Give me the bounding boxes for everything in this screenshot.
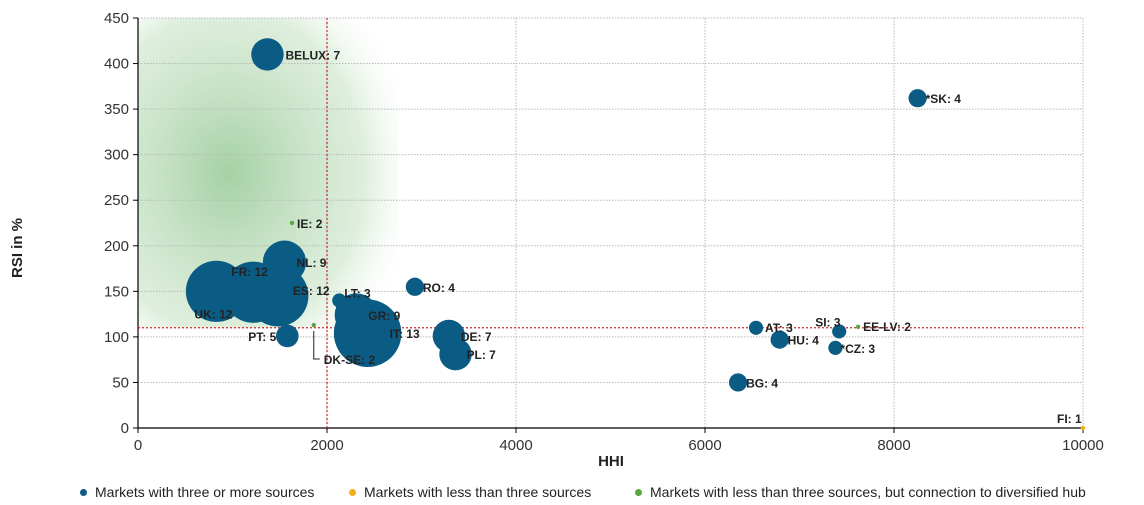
data-point [311, 322, 316, 328]
data-point [275, 324, 299, 348]
data-point [251, 38, 284, 71]
data-point [333, 299, 402, 367]
y-tick-label: 250 [104, 192, 129, 209]
data-point [185, 260, 248, 322]
point-label: RO: 4 [423, 281, 455, 295]
point-label: DE: 7 [461, 330, 492, 344]
point-label: GR: 9 [368, 309, 400, 323]
point-label: IT: 13 [390, 327, 420, 341]
legend-item-three-or-more: Markets with three or more sources [80, 484, 314, 500]
legend-item-less-than-three: Markets with less than three sources [349, 484, 591, 500]
data-point [289, 220, 295, 226]
legend-label: Markets with less than three sources, bu… [650, 484, 1086, 500]
y-tick-label: 50 [112, 374, 129, 391]
point-label: LT: 3 [344, 286, 371, 300]
point-label: PL: 7 [467, 348, 497, 362]
x-tick-label: 0 [134, 437, 142, 454]
y-tick-label: 300 [104, 147, 129, 164]
point-labels-layer: BELUX: 7 *SK: 4 IE: 2 NL: 9 FR: 12 ES: 12 UK: … [194, 48, 1082, 426]
y-tick-label: 450 [104, 10, 129, 27]
y-tick-label: 0 [121, 420, 129, 437]
threshold-lines-layer [138, 18, 1083, 428]
leader-line [313, 331, 320, 360]
point-label: *CZ: 3 [840, 342, 875, 356]
point-label: EE-LV: 2 [863, 320, 911, 334]
y-tick-label: 200 [104, 238, 129, 255]
x-axis-title: HHI [598, 453, 624, 470]
point-label: SI: 3 [815, 315, 841, 329]
data-point [908, 89, 927, 108]
point-label: UK: 12 [194, 307, 232, 321]
legend-marker-green-icon [635, 488, 642, 496]
x-tick-label: 8000 [877, 437, 910, 454]
data-point [247, 265, 309, 327]
point-label: PT: 5 [248, 330, 276, 344]
x-tick-label: 6000 [688, 437, 721, 454]
legend-label: Markets with less than three sources [364, 484, 592, 500]
point-label: HU: 4 [788, 334, 820, 348]
point-label: FI: 1 [1057, 412, 1082, 426]
legend-marker-blue-icon [80, 488, 87, 496]
data-point [832, 324, 847, 339]
data-point [405, 277, 424, 296]
point-label: BELUX: 7 [285, 48, 340, 62]
axes-layer: 0 50 100 150 200 250 300 350 400 450 0 2000 4000 6000… [104, 10, 1104, 454]
legend-label: Markets with three or more sources [95, 484, 315, 500]
point-label: AT: 3 [765, 321, 793, 335]
data-point [439, 337, 472, 371]
x-tick-label: 4000 [499, 437, 532, 454]
data-point [728, 373, 748, 392]
legend-item-hub-connection: Markets with less than three sources, bu… [635, 484, 1086, 500]
point-label: FR: 12 [231, 265, 268, 279]
scatter-chart: 0 50 100 150 200 250 300 350 400 450 0 2000 4000 6000… [9, 10, 1104, 470]
y-tick-label: 350 [104, 101, 129, 118]
data-point [828, 340, 843, 355]
point-label: IE: 2 [297, 217, 323, 231]
y-tick-label: 400 [104, 56, 129, 73]
y-axis-title: RSI in % [9, 218, 26, 278]
point-label: BG: 4 [746, 376, 778, 390]
point-label: DK-SE: 2 [324, 353, 376, 367]
data-point [855, 324, 861, 330]
point-label: *SK: 4 [926, 92, 962, 106]
y-tick-label: 100 [104, 329, 129, 346]
x-tick-label: 10000 [1062, 437, 1104, 454]
data-points-layer [185, 38, 1086, 431]
point-label: ES: 12 [293, 284, 330, 298]
y-tick-label: 150 [104, 283, 129, 300]
data-point [748, 320, 764, 335]
data-point [770, 330, 789, 349]
point-label: NL: 9 [296, 256, 326, 270]
x-tick-label: 2000 [310, 437, 343, 454]
legend-marker-orange-icon [349, 488, 356, 496]
data-point [1080, 425, 1086, 431]
